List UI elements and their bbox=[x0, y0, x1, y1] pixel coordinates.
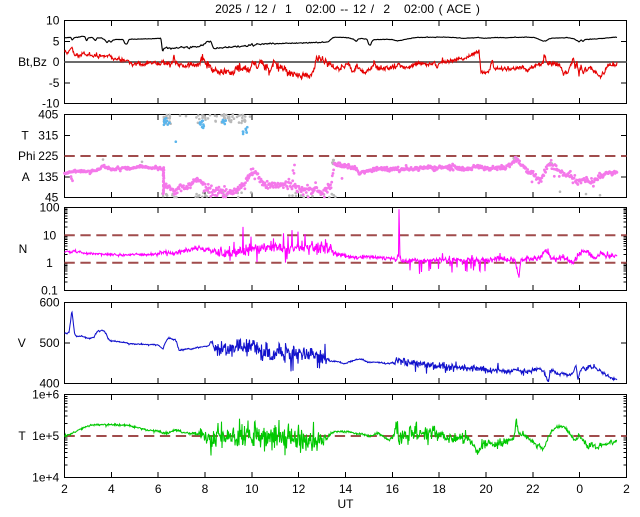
svg-text:135: 135 bbox=[38, 170, 58, 184]
svg-text:0.1: 0.1 bbox=[41, 284, 58, 298]
svg-text:22: 22 bbox=[526, 482, 540, 496]
svg-text:4: 4 bbox=[108, 482, 115, 496]
svg-text:315: 315 bbox=[38, 128, 58, 142]
svg-text:100: 100 bbox=[39, 201, 59, 215]
svg-text:1e+6: 1e+6 bbox=[32, 388, 59, 402]
svg-text:1: 1 bbox=[46, 256, 53, 270]
svg-text:18: 18 bbox=[432, 482, 446, 496]
svg-text:2: 2 bbox=[623, 482, 630, 496]
svg-text:10: 10 bbox=[46, 14, 60, 28]
svg-text:400: 400 bbox=[39, 377, 59, 391]
svg-text:UT: UT bbox=[338, 497, 355, 511]
svg-text:T: T bbox=[21, 128, 29, 142]
svg-text:2025 / 12 / 1 02:00 -- 12 /: 2025 / 12 / 1 02:00 -- 12 / 2 02:00 ( AC… bbox=[215, 2, 480, 16]
svg-text:Phi: Phi bbox=[18, 149, 35, 163]
svg-text:1e+4: 1e+4 bbox=[32, 471, 59, 485]
svg-text:16: 16 bbox=[386, 482, 400, 496]
svg-text:A: A bbox=[22, 170, 30, 184]
svg-text:-5: -5 bbox=[49, 76, 60, 90]
svg-text:5: 5 bbox=[53, 34, 60, 48]
svg-text:1e+5: 1e+5 bbox=[32, 429, 59, 443]
svg-text:N: N bbox=[19, 242, 28, 256]
svg-text:0: 0 bbox=[53, 55, 60, 69]
svg-text:225: 225 bbox=[38, 149, 58, 163]
svg-text:8: 8 bbox=[202, 482, 209, 496]
svg-text:T: T bbox=[18, 429, 26, 443]
svg-text:12: 12 bbox=[292, 482, 306, 496]
svg-text:500: 500 bbox=[39, 336, 59, 350]
svg-text:405: 405 bbox=[38, 108, 58, 122]
svg-text:2: 2 bbox=[61, 482, 68, 496]
svg-text:20: 20 bbox=[479, 482, 493, 496]
svg-text:14: 14 bbox=[339, 482, 353, 496]
svg-text:-10: -10 bbox=[42, 97, 60, 111]
svg-text:45: 45 bbox=[45, 191, 59, 205]
svg-text:Bt,Bz: Bt,Bz bbox=[18, 55, 47, 69]
svg-text:6: 6 bbox=[155, 482, 162, 496]
svg-text:10: 10 bbox=[245, 482, 259, 496]
svg-text:0: 0 bbox=[576, 482, 583, 496]
svg-text:600: 600 bbox=[39, 296, 59, 310]
svg-text:V: V bbox=[18, 336, 26, 350]
svg-text:10: 10 bbox=[43, 228, 57, 242]
